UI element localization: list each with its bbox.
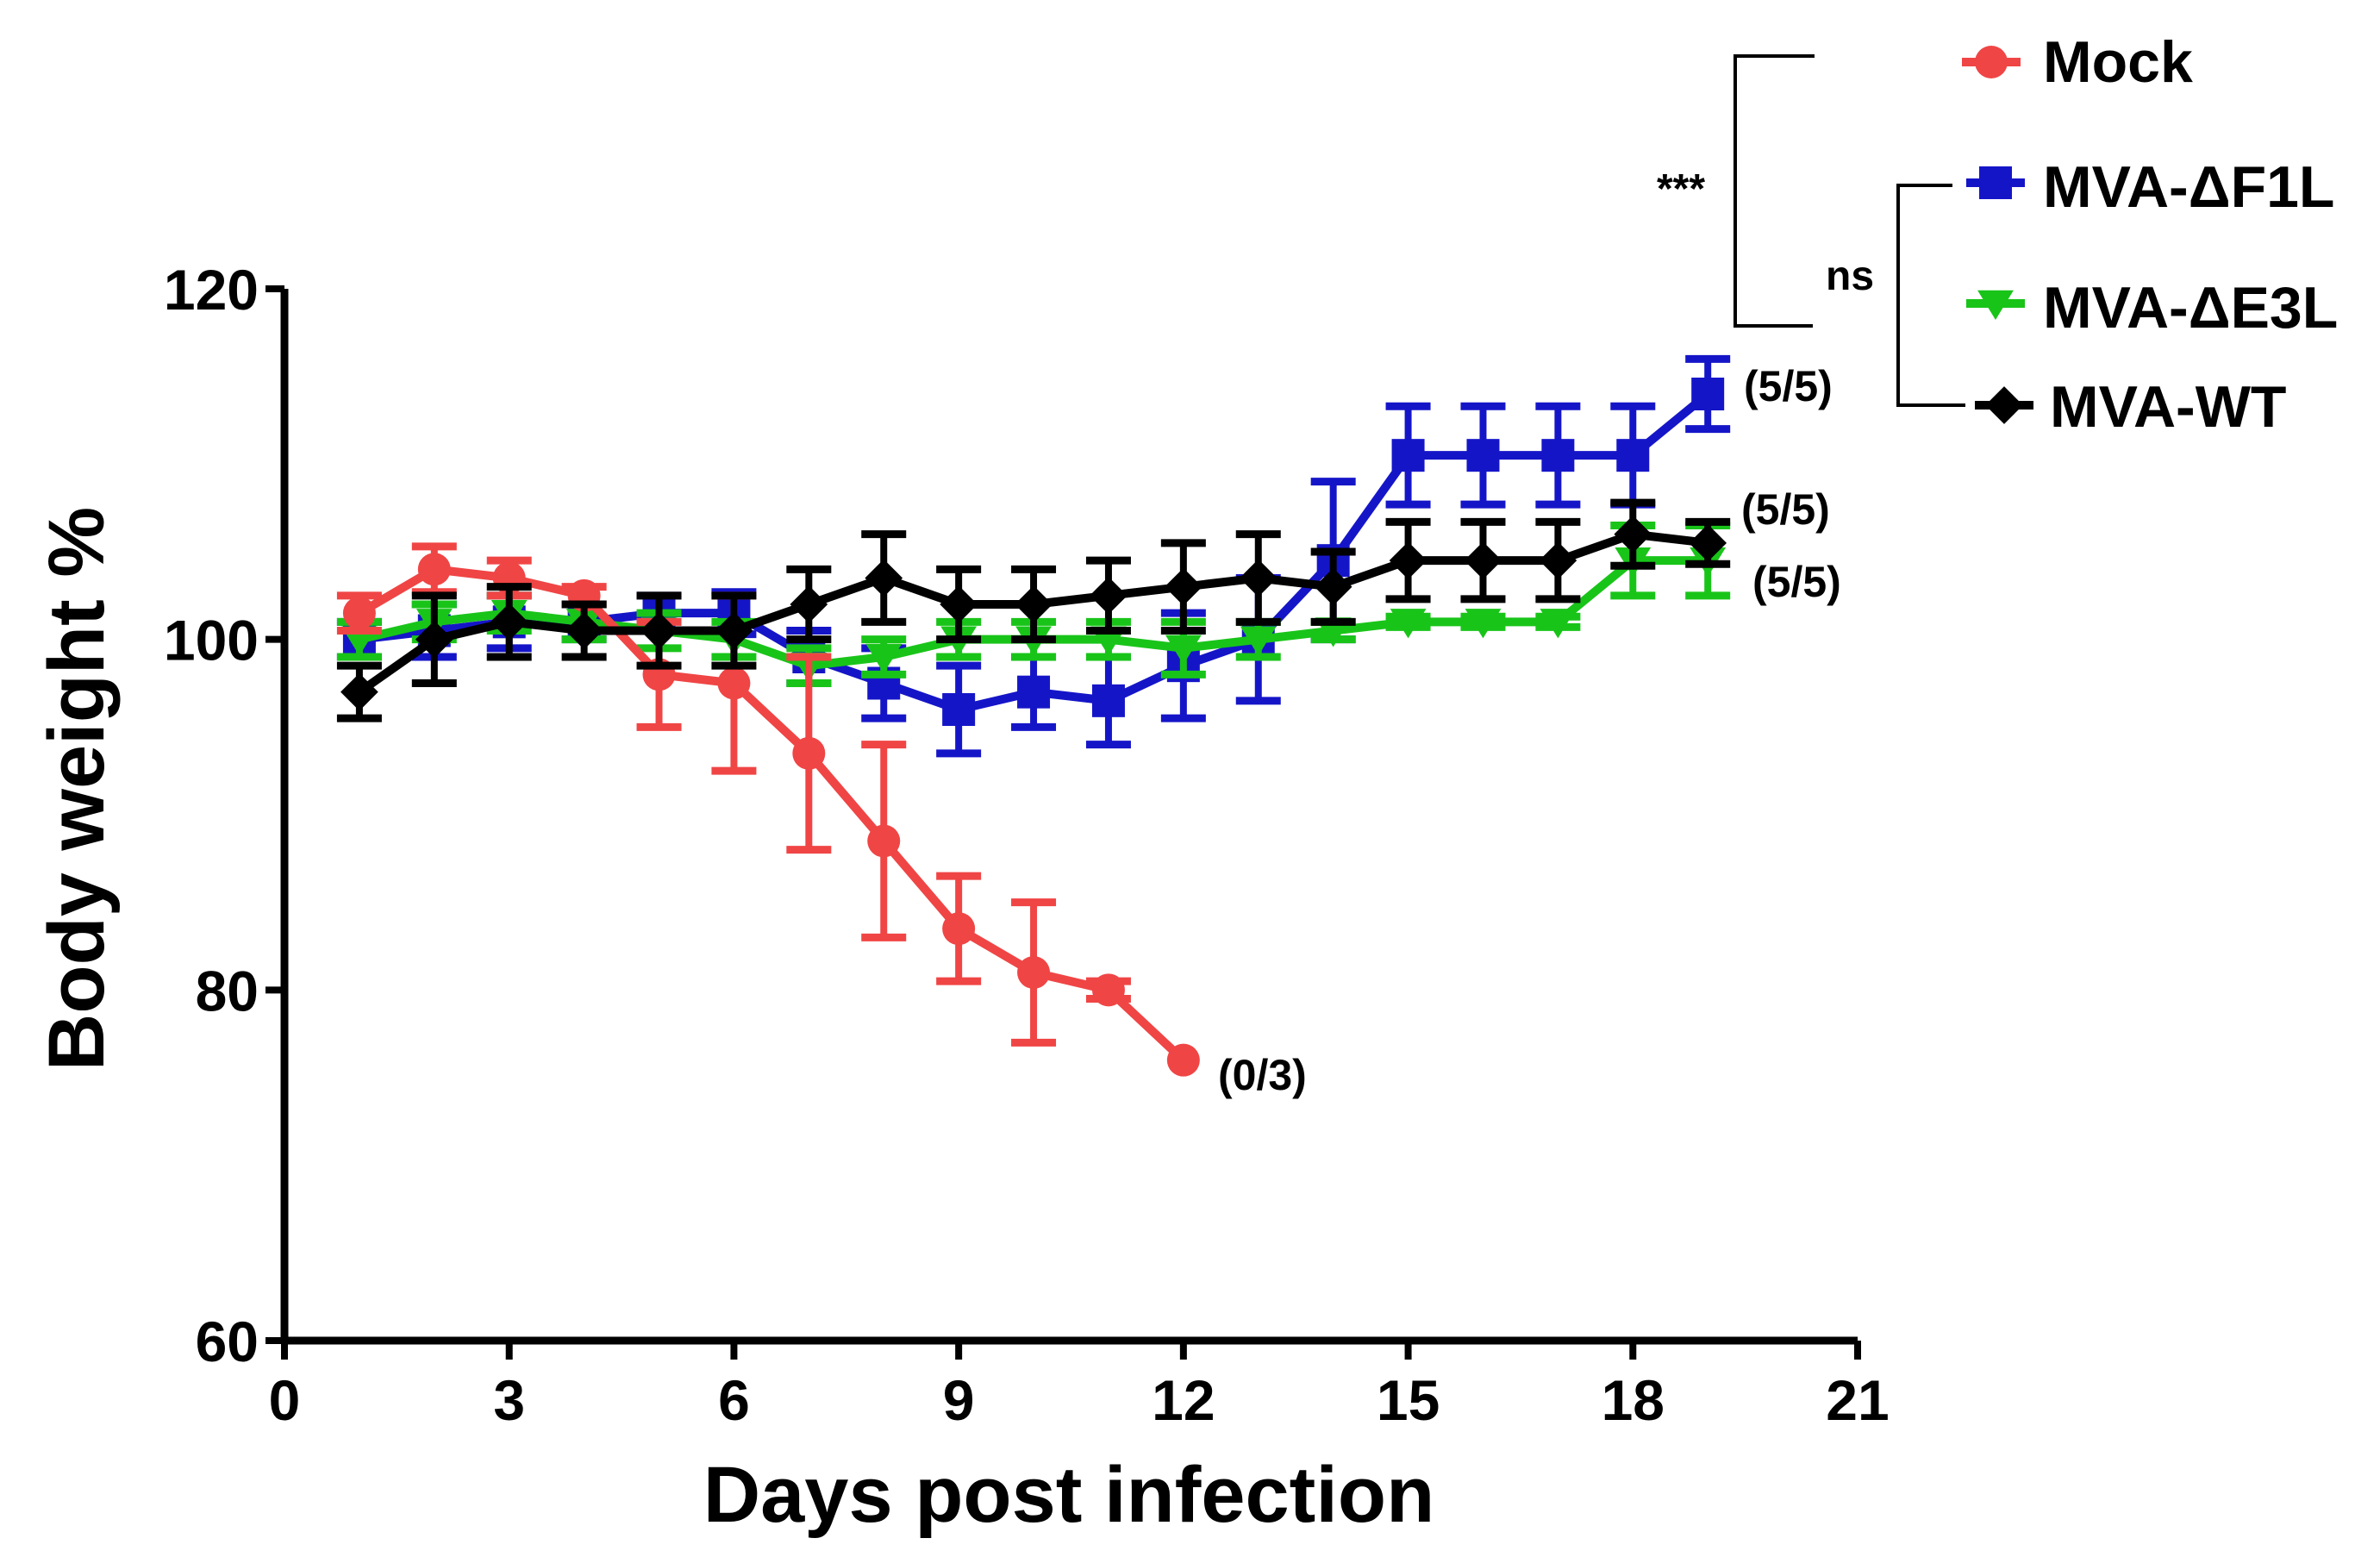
- data-point: [1015, 585, 1053, 623]
- end-label-mock: (0/3): [1218, 1051, 1307, 1099]
- legend-marker-mva-e3l: [1977, 290, 2014, 320]
- data-point: [792, 736, 826, 770]
- data-point: [1540, 609, 1577, 639]
- end-label-mva-wt: (5/5): [1741, 485, 1830, 534]
- series-mva-wt: [336, 498, 1731, 722]
- data-point: [790, 585, 828, 623]
- data-point: [1391, 439, 1425, 472]
- data-point: [490, 603, 528, 641]
- data-point: [1091, 684, 1125, 717]
- data-point: [865, 643, 903, 673]
- data-point: [717, 666, 751, 700]
- data-point: [1539, 541, 1577, 580]
- significance-bracket-mock: [1733, 54, 1815, 328]
- data-point: [640, 611, 678, 650]
- data-point: [1165, 635, 1202, 665]
- x-tick-label: 15: [1377, 1368, 1440, 1432]
- data-point: [940, 585, 978, 623]
- data-point: [342, 597, 376, 630]
- data-point: [1166, 1043, 1200, 1077]
- y-tick-label: 100: [164, 609, 259, 672]
- y-axis-title: Body weight %: [33, 507, 121, 1071]
- data-point: [942, 693, 976, 726]
- data-point: [1239, 559, 1277, 597]
- legend-marker-mva-f1l: [1979, 166, 2012, 199]
- legend-marker-mock: [1975, 46, 2008, 78]
- data-point: [1390, 609, 1427, 639]
- x-tick-label: 18: [1602, 1368, 1665, 1432]
- significance-label-ns: ns: [1826, 253, 1874, 299]
- data-point: [867, 824, 901, 858]
- data-point: [1464, 541, 1502, 580]
- data-point: [1689, 523, 1727, 562]
- significance-label-mock: ***: [1657, 166, 1705, 212]
- data-point: [865, 559, 903, 597]
- data-point: [1389, 541, 1427, 580]
- data-point: [1017, 675, 1051, 709]
- x-tick-label: 21: [1826, 1368, 1889, 1432]
- x-tick-label: 9: [943, 1368, 975, 1432]
- legend-marker-mva-wt: [1985, 386, 2023, 424]
- data-point: [417, 553, 451, 586]
- data-point: [415, 620, 453, 659]
- data-point: [1466, 439, 1500, 472]
- data-point: [942, 912, 976, 946]
- y-tick-label: 80: [196, 959, 259, 1022]
- data-point: [340, 672, 378, 711]
- data-point: [1091, 973, 1125, 1007]
- series-mva-f1l: [336, 354, 1731, 758]
- end-label-mva-df1l: (5/5): [1744, 362, 1833, 410]
- data-point: [1165, 567, 1202, 606]
- data-point: [1017, 956, 1051, 989]
- legend-label-mva-de3l: MVA-ΔE3L: [2043, 275, 2338, 341]
- y-tick-label: 60: [196, 1310, 259, 1373]
- data-point: [1614, 515, 1652, 553]
- data-point: [715, 611, 753, 650]
- data-point: [1616, 439, 1650, 472]
- legend-label-mock: Mock: [2043, 29, 2193, 95]
- y-tick-label: 120: [164, 258, 259, 322]
- x-tick-label: 0: [269, 1368, 301, 1432]
- x-tick-label: 12: [1152, 1368, 1215, 1432]
- significance-bracket-ns: [1896, 184, 1965, 407]
- legend-label-mva-df1l: MVA-ΔF1L: [2043, 154, 2334, 220]
- legend-label-mva-wt: MVA-WT: [2050, 374, 2286, 440]
- data-point: [1465, 609, 1502, 639]
- x-tick-label: 6: [718, 1368, 750, 1432]
- data-point: [1691, 378, 1725, 410]
- x-axis-title: Days post infection: [703, 1451, 1435, 1539]
- x-tick-label: 3: [493, 1368, 525, 1432]
- data-point: [1090, 576, 1128, 615]
- data-point: [1240, 626, 1277, 656]
- data-point: [565, 611, 603, 650]
- end-label-mva-de3l: (5/5): [1752, 558, 1841, 606]
- data-point: [1314, 567, 1352, 606]
- data-point: [1541, 439, 1575, 472]
